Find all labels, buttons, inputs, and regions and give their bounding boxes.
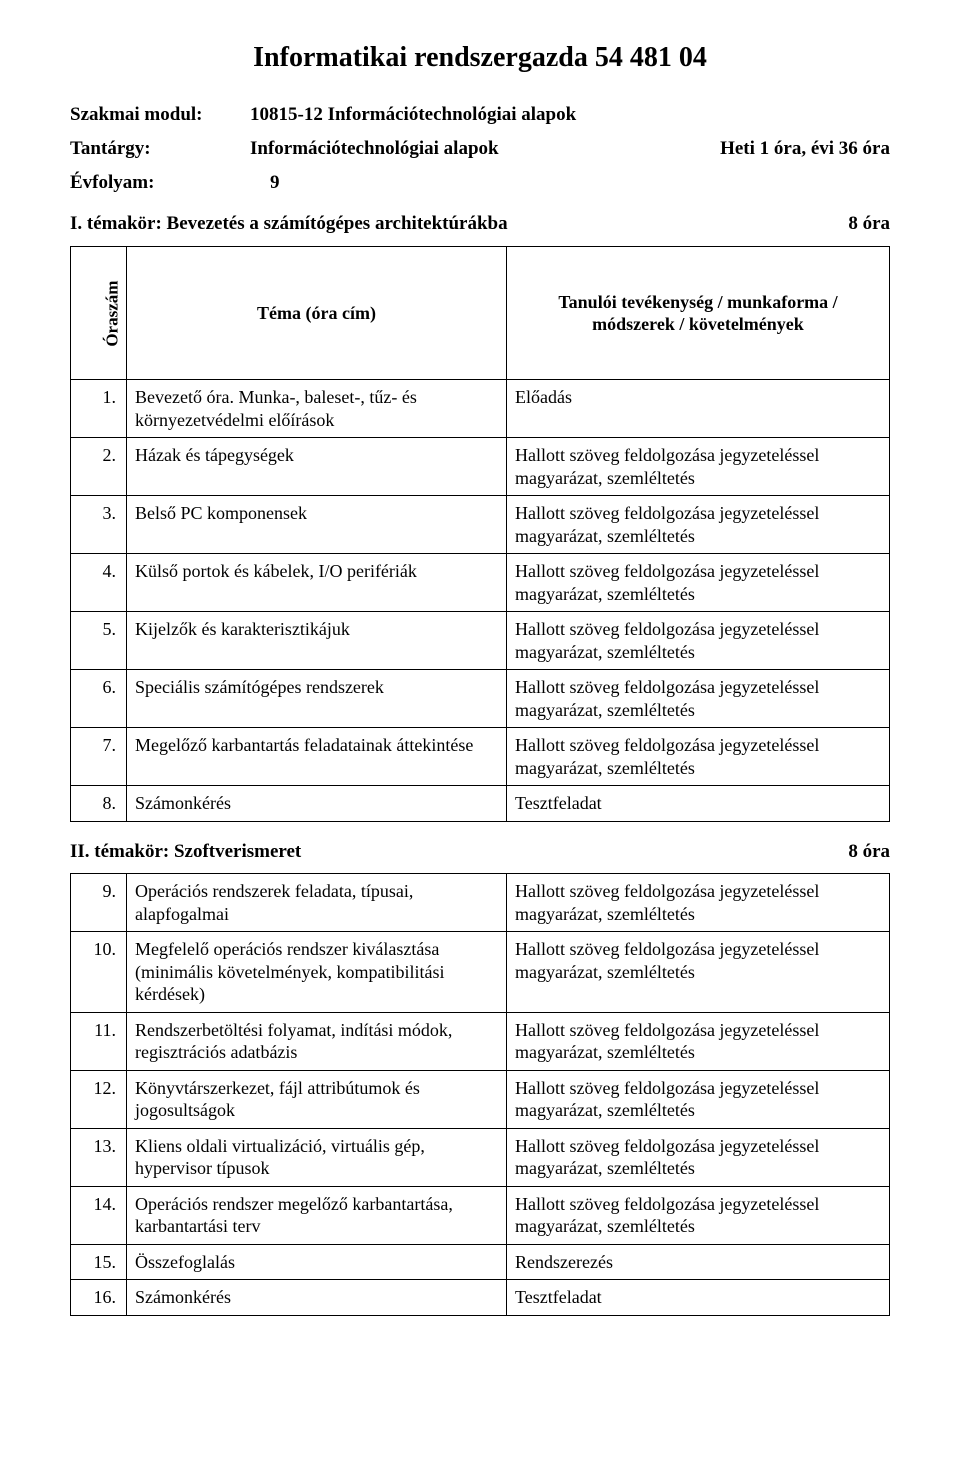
- table-row: 1.Bevezető óra. Munka-, baleset-, tűz- é…: [71, 380, 890, 438]
- table-row: 4.Külső portok és kábelek, I/O perifériá…: [71, 554, 890, 612]
- table-row: 11.Rendszerbetöltési folyamat, indítási …: [71, 1012, 890, 1070]
- row-activity: Hallott szöveg feldolgozása jegyzeteléss…: [507, 1128, 890, 1186]
- page-title: Informatikai rendszergazda 54 481 04: [70, 40, 890, 75]
- row-activity: Hallott szöveg feldolgozása jegyzeteléss…: [507, 496, 890, 554]
- row-activity: Rendszerezés: [507, 1244, 890, 1280]
- table-row: 6.Speciális számítógépes rendszerekHallo…: [71, 670, 890, 728]
- row-number: 3.: [71, 496, 127, 554]
- table-header-row: Óraszám Téma (óra cím) Tanulói tevékenys…: [71, 247, 890, 380]
- row-activity: Hallott szöveg feldolgozása jegyzeteléss…: [507, 1012, 890, 1070]
- topic2-hours: 8 óra: [848, 840, 890, 864]
- topic1-label: I. témakör: Bevezetés a számítógépes arc…: [70, 212, 508, 236]
- col-oraszam-label: Óraszám: [101, 280, 122, 346]
- row-number: 6.: [71, 670, 127, 728]
- meta-module: Szakmai modul: 10815-12 Információtechno…: [70, 103, 890, 127]
- row-activity: Hallott szöveg feldolgozása jegyzeteléss…: [507, 1186, 890, 1244]
- row-theme: Megfelelő operációs rendszer kiválasztás…: [127, 932, 507, 1013]
- table-row: 7.Megelőző karbantartás feladatainak átt…: [71, 728, 890, 786]
- table-row: 12.Könyvtárszerkezet, fájl attribútumok …: [71, 1070, 890, 1128]
- row-number: 10.: [71, 932, 127, 1013]
- row-number: 11.: [71, 1012, 127, 1070]
- row-activity: Hallott szöveg feldolgozása jegyzeteléss…: [507, 554, 890, 612]
- table-row: 8.SzámonkérésTesztfeladat: [71, 786, 890, 822]
- curriculum-table-1: Óraszám Téma (óra cím) Tanulói tevékenys…: [70, 246, 890, 822]
- col-oraszam: Óraszám: [71, 247, 127, 380]
- col-activity: Tanulói tevékenység / munkaforma / módsz…: [507, 247, 890, 380]
- col-theme: Téma (óra cím): [127, 247, 507, 380]
- topic1-row: I. témakör: Bevezetés a számítógépes arc…: [70, 212, 890, 236]
- row-number: 4.: [71, 554, 127, 612]
- row-theme: Külső portok és kábelek, I/O perifériák: [127, 554, 507, 612]
- meta-subject-value: Információtechnológiai alapok: [250, 137, 499, 161]
- table-row: 2.Házak és tápegységekHallott szöveg fel…: [71, 438, 890, 496]
- table-row: 10.Megfelelő operációs rendszer kiválasz…: [71, 932, 890, 1013]
- row-theme: Számonkérés: [127, 786, 507, 822]
- meta-grade: Évfolyam: 9: [70, 171, 890, 195]
- meta-module-value: 10815-12 Információtechnológiai alapok: [250, 103, 576, 127]
- row-activity: Hallott szöveg feldolgozása jegyzeteléss…: [507, 874, 890, 932]
- row-number: 13.: [71, 1128, 127, 1186]
- row-theme: Bevezető óra. Munka-, baleset-, tűz- és …: [127, 380, 507, 438]
- meta-subject-extra: Heti 1 óra, évi 36 óra: [720, 137, 890, 161]
- row-activity: Hallott szöveg feldolgozása jegyzeteléss…: [507, 612, 890, 670]
- row-number: 5.: [71, 612, 127, 670]
- table-row: 16.SzámonkérésTesztfeladat: [71, 1280, 890, 1316]
- row-number: 2.: [71, 438, 127, 496]
- meta-grade-value: 9: [270, 171, 280, 195]
- row-number: 14.: [71, 1186, 127, 1244]
- row-number: 1.: [71, 380, 127, 438]
- row-theme: Speciális számítógépes rendszerek: [127, 670, 507, 728]
- row-number: 8.: [71, 786, 127, 822]
- page-container: Informatikai rendszergazda 54 481 04 Sza…: [0, 0, 960, 1376]
- row-theme: Rendszerbetöltési folyamat, indítási mód…: [127, 1012, 507, 1070]
- row-theme: Operációs rendszer megelőző karbantartás…: [127, 1186, 507, 1244]
- meta-subject-label: Tantárgy:: [70, 137, 250, 161]
- table-row: 3.Belső PC komponensekHallott szöveg fel…: [71, 496, 890, 554]
- row-number: 16.: [71, 1280, 127, 1316]
- row-theme: Számonkérés: [127, 1280, 507, 1316]
- row-number: 12.: [71, 1070, 127, 1128]
- row-activity: Hallott szöveg feldolgozása jegyzeteléss…: [507, 438, 890, 496]
- row-theme: Operációs rendszerek feladata, típusai, …: [127, 874, 507, 932]
- meta-grade-label: Évfolyam:: [70, 171, 250, 195]
- table-row: 5.Kijelzők és karakterisztikájukHallott …: [71, 612, 890, 670]
- meta-module-label: Szakmai modul:: [70, 103, 250, 127]
- row-theme: Könyvtárszerkezet, fájl attribútumok és …: [127, 1070, 507, 1128]
- row-activity: Hallott szöveg feldolgozása jegyzeteléss…: [507, 1070, 890, 1128]
- row-activity: Hallott szöveg feldolgozása jegyzeteléss…: [507, 670, 890, 728]
- row-activity: Előadás: [507, 380, 890, 438]
- row-number: 15.: [71, 1244, 127, 1280]
- table-row: 15.ÖsszefoglalásRendszerezés: [71, 1244, 890, 1280]
- row-theme: Házak és tápegységek: [127, 438, 507, 496]
- topic2-row: II. témakör: Szoftverismeret 8 óra: [70, 840, 890, 864]
- meta-subject: Tantárgy: Információtechnológiai alapok …: [70, 137, 890, 161]
- topic2-label: II. témakör: Szoftverismeret: [70, 840, 301, 864]
- row-activity: Tesztfeladat: [507, 1280, 890, 1316]
- table-row: 9.Operációs rendszerek feladata, típusai…: [71, 874, 890, 932]
- table-row: 13.Kliens oldali virtualizáció, virtuáli…: [71, 1128, 890, 1186]
- topic1-hours: 8 óra: [848, 212, 890, 236]
- row-number: 7.: [71, 728, 127, 786]
- curriculum-table-2: 9.Operációs rendszerek feladata, típusai…: [70, 873, 890, 1316]
- table-row: 14.Operációs rendszer megelőző karbantar…: [71, 1186, 890, 1244]
- row-activity: Hallott szöveg feldolgozása jegyzeteléss…: [507, 932, 890, 1013]
- row-theme: Kijelzők és karakterisztikájuk: [127, 612, 507, 670]
- row-theme: Kliens oldali virtualizáció, virtuális g…: [127, 1128, 507, 1186]
- row-activity: Hallott szöveg feldolgozása jegyzeteléss…: [507, 728, 890, 786]
- row-theme: Összefoglalás: [127, 1244, 507, 1280]
- row-activity: Tesztfeladat: [507, 786, 890, 822]
- row-theme: Belső PC komponensek: [127, 496, 507, 554]
- row-theme: Megelőző karbantartás feladatainak áttek…: [127, 728, 507, 786]
- row-number: 9.: [71, 874, 127, 932]
